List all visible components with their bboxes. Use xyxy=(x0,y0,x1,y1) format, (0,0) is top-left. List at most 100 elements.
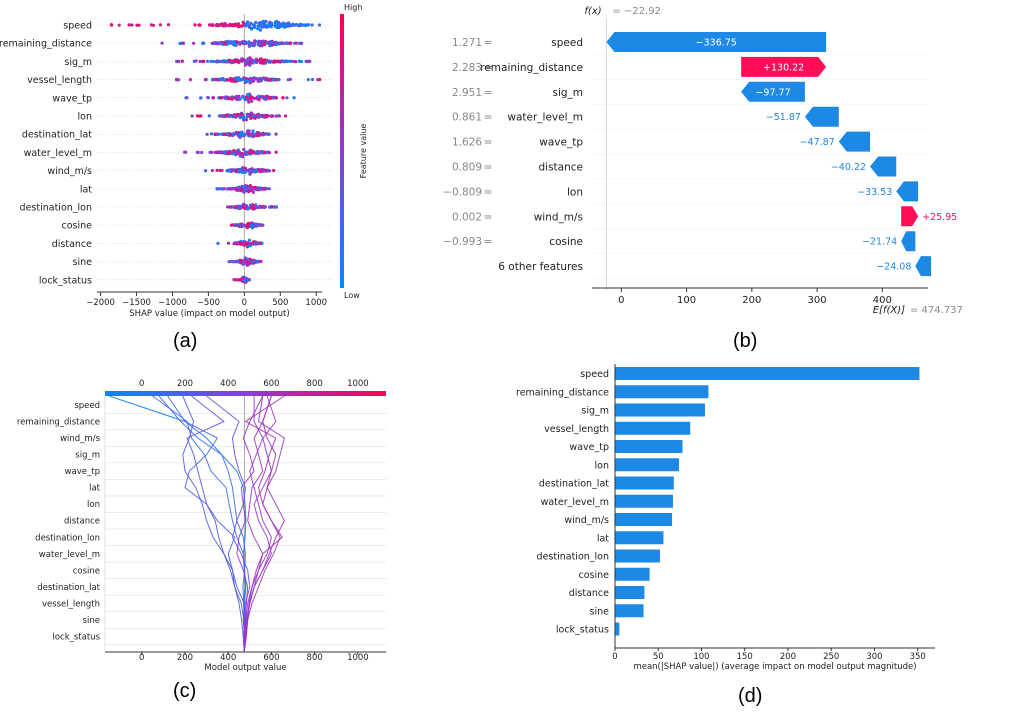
category-label-lat: lat xyxy=(597,533,609,544)
category-label-remaining-distance: remaining_distance xyxy=(516,387,609,398)
shap-point xyxy=(244,79,248,83)
panel-a-beeswarm: speed remaining_distance sig_m vessel_lengt… xyxy=(0,3,368,319)
shap-point xyxy=(249,116,253,120)
shap-point xyxy=(271,60,275,64)
top-tick-label: 0 xyxy=(139,379,144,389)
shap-point xyxy=(267,132,271,136)
shap-point xyxy=(273,20,277,24)
shap-point xyxy=(248,81,252,85)
shap-point xyxy=(226,78,230,82)
shap-point xyxy=(213,132,217,137)
shap-point xyxy=(246,260,250,264)
shap-point xyxy=(251,129,255,133)
shap-point xyxy=(243,41,247,45)
shap-point xyxy=(267,40,271,44)
x-tick-label: −1000 xyxy=(158,298,187,308)
contribution-label-remaining-distance: +130.22 xyxy=(763,62,804,73)
panel-label-c: (c) xyxy=(173,680,197,702)
shap-point xyxy=(267,24,271,28)
shap-point xyxy=(193,23,197,27)
shap-point xyxy=(199,96,203,100)
feature-label-wave-tp: wave_tp xyxy=(65,467,100,477)
shap-point xyxy=(301,23,305,27)
shap-point xyxy=(221,77,225,81)
panel-b-waterfall: f(x) = −22.921.271 = speed −336.752.283 =rema… xyxy=(443,6,963,316)
feature-label-wave-tp: wave_tp xyxy=(539,137,583,149)
shap-point xyxy=(158,23,162,27)
shap-point xyxy=(243,151,247,155)
shap-point xyxy=(233,22,237,26)
shap-point xyxy=(255,242,259,246)
bar-cosine xyxy=(615,567,650,581)
efx-value: = 474.737 xyxy=(910,305,963,316)
top-color-axis xyxy=(105,391,386,396)
bar-destination-lat xyxy=(615,476,674,490)
efx-label: E[f(X)] xyxy=(873,305,905,316)
shap-point xyxy=(219,41,223,46)
shap-point xyxy=(300,41,304,45)
panel-label-d: (d) xyxy=(738,685,763,707)
shap-point xyxy=(272,168,276,173)
feature-equals: = xyxy=(484,236,493,248)
panel-c-decision-plot: 0 0 200 200 400 400 600 600 800 800 1000 1000 speed r… xyxy=(17,379,386,673)
panel-d-bar-plot: speed remaining_distance sig_m vessel_lengt… xyxy=(516,364,935,672)
shap-point xyxy=(208,150,212,154)
shap-point xyxy=(215,150,219,154)
feature-label-cosine: cosine xyxy=(549,236,583,248)
shap-point xyxy=(211,59,215,64)
shap-point xyxy=(257,168,261,172)
shap-point xyxy=(253,185,257,189)
shap-point xyxy=(234,169,238,173)
shap-point xyxy=(246,262,250,266)
feature-label-wind-m-s: wind_m/s xyxy=(60,434,100,444)
x-tick-label: 0 xyxy=(612,652,617,662)
feature-label-6-other-features: 6 other features xyxy=(498,261,583,273)
feature-label-destination-lon: destination_lon xyxy=(20,203,92,214)
feature-label-lon: lon xyxy=(78,112,92,123)
shap-point xyxy=(257,115,261,119)
shap-point xyxy=(236,77,240,81)
shap-point xyxy=(227,169,232,173)
decision-line xyxy=(186,395,245,653)
shap-point xyxy=(288,41,292,45)
shap-point xyxy=(229,113,233,117)
feature-equals: = xyxy=(484,162,493,174)
contribution-label-water-level-m: −51.87 xyxy=(766,112,801,123)
shap-point xyxy=(242,147,246,152)
shap-point xyxy=(273,205,277,209)
shap-point xyxy=(294,41,298,45)
shap-point xyxy=(160,41,164,45)
shap-point xyxy=(260,113,264,118)
feature-value-wave-tp: 1.626 xyxy=(452,137,482,149)
shap-point xyxy=(247,238,252,242)
shap-point xyxy=(284,41,288,45)
shap-point xyxy=(261,76,266,80)
shap-point xyxy=(256,41,260,45)
feature-label-distance: distance xyxy=(64,517,100,527)
shap-point xyxy=(185,96,189,100)
shap-point xyxy=(254,224,258,228)
shap-point xyxy=(233,278,237,282)
category-label-lock-status: lock_status xyxy=(556,625,609,636)
contribution-bar-cosine xyxy=(901,231,916,252)
shap-point xyxy=(197,23,201,27)
feature-label-sine: sine xyxy=(73,257,93,268)
shap-point xyxy=(258,150,262,155)
shap-point xyxy=(227,97,231,101)
shap-point xyxy=(281,96,285,100)
feature-label-water-level-m: water_level_m xyxy=(507,112,583,124)
shap-point xyxy=(151,23,156,27)
shap-point xyxy=(238,132,242,136)
feature-label-cosine: cosine xyxy=(62,221,93,232)
feature-label-distance: distance xyxy=(52,239,92,250)
shap-point xyxy=(199,114,203,118)
shap-point xyxy=(249,242,253,246)
shap-point xyxy=(230,187,234,191)
shap-point xyxy=(238,168,242,172)
shap-point xyxy=(242,279,246,283)
shap-point xyxy=(270,114,274,118)
shap-point xyxy=(258,28,262,32)
feature-equals: = xyxy=(484,62,493,74)
x-tick-label: 1000 xyxy=(305,298,327,308)
shap-point xyxy=(251,260,255,264)
